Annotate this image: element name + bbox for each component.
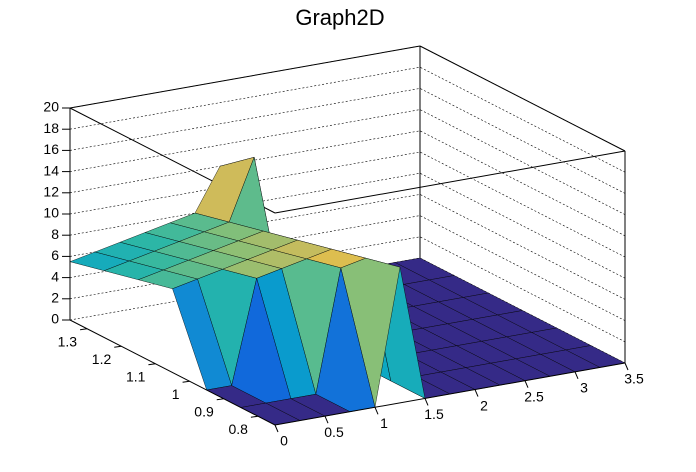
- grid-line: [69, 151, 626, 258]
- grid-line: [69, 215, 626, 321]
- y-tick-label: 1: [172, 386, 180, 402]
- y-tick-label: 0.8: [228, 421, 248, 437]
- grid-line: [69, 88, 626, 194]
- y-axis: [69, 319, 276, 426]
- x-tick-label: 1.5: [424, 406, 444, 422]
- x-tick-label: 0.5: [324, 424, 344, 440]
- grid-line: [69, 236, 626, 343]
- chart-title: Graph2D: [295, 5, 384, 30]
- z-tick-label: 20: [43, 99, 59, 115]
- z-tick-label: 18: [43, 120, 59, 136]
- x-tick-label: 0: [280, 433, 288, 449]
- y-tick-label: 1.1: [126, 368, 146, 384]
- z-tick-label: 4: [51, 268, 59, 284]
- grid-line: [69, 194, 626, 300]
- x-axis: [274, 362, 626, 426]
- x-tick-label: 2: [480, 397, 488, 413]
- x-tick: [574, 371, 579, 380]
- x-tick-label: 3.5: [624, 371, 644, 387]
- z-tick-label: 8: [51, 226, 59, 242]
- y-tick-label: 1.2: [92, 351, 112, 367]
- x-tick: [474, 389, 479, 397]
- y-tick: [216, 398, 224, 401]
- y-tick-label: 0.9: [194, 403, 214, 419]
- grid-line: [69, 130, 626, 237]
- grid-line: [69, 109, 626, 215]
- y-tick: [80, 328, 88, 331]
- x-tick-label: 3: [580, 380, 588, 396]
- x-tick: [324, 415, 329, 424]
- y-tick: [114, 345, 122, 348]
- x-tick: [624, 362, 629, 371]
- x-tick: [274, 424, 279, 433]
- z-tick-label: 0: [51, 311, 59, 327]
- z-tick-label: 12: [43, 184, 59, 200]
- box-edge: [274, 150, 626, 214]
- x-tick: [524, 380, 529, 388]
- x-tick-label: 1: [380, 415, 388, 431]
- z-tick-label: 14: [43, 162, 59, 178]
- x-tick: [374, 407, 379, 415]
- grid-line: [69, 172, 626, 279]
- box-edge: [419, 45, 626, 152]
- z-tick-label: 10: [43, 205, 59, 221]
- z-tick-label: 6: [51, 247, 59, 263]
- grid-line: [69, 66, 626, 173]
- box-edge: [69, 45, 421, 109]
- z-tick-label: 2: [51, 290, 59, 306]
- y-tick: [148, 363, 156, 366]
- y-tick: [250, 415, 258, 418]
- x-tick: [424, 398, 429, 406]
- x-tick-label: 2.5: [524, 388, 544, 404]
- y-tick-label: 1.3: [58, 333, 78, 349]
- y-tick: [182, 380, 190, 383]
- z-tick-label: 16: [43, 141, 59, 157]
